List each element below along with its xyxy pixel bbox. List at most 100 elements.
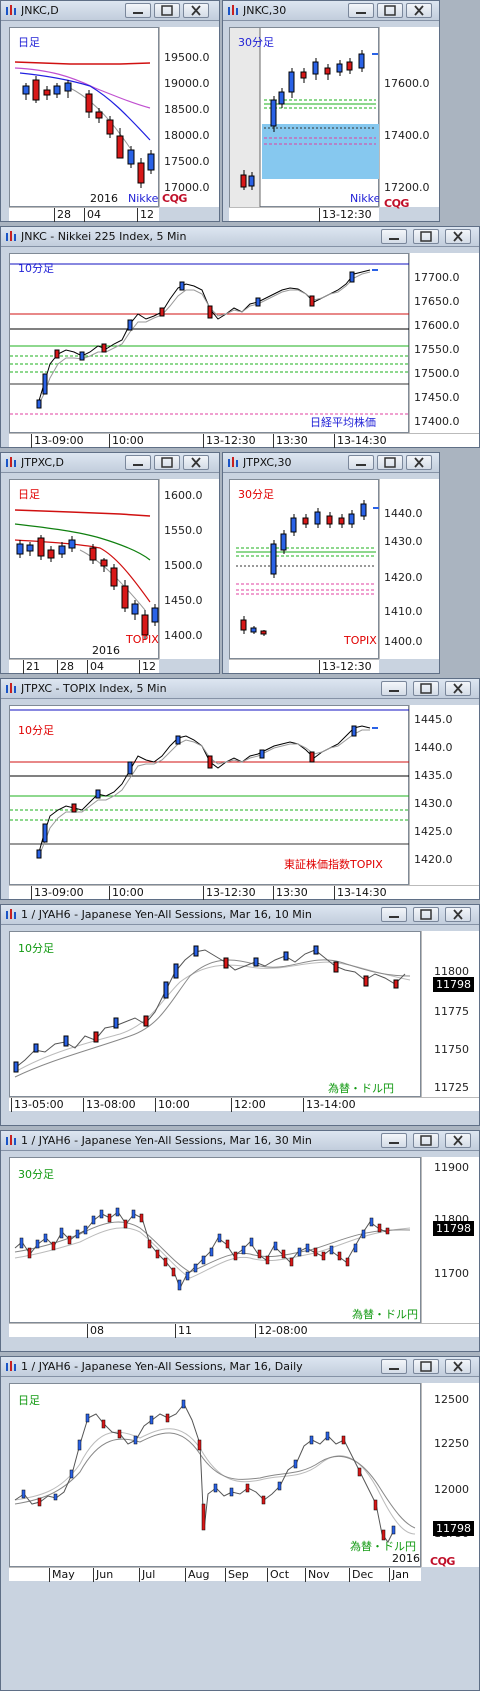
maximize-button[interactable] xyxy=(377,3,403,18)
title-bar[interactable]: JNKC,30 xyxy=(223,1,439,21)
price-tick: 19000.0 xyxy=(164,77,210,90)
title-bar[interactable]: JNKC,D xyxy=(1,1,219,21)
app-icon xyxy=(6,457,16,467)
price-axis[interactable]: 11800 11775 11750 11725 xyxy=(421,931,479,1097)
minimize-icon xyxy=(389,916,399,918)
jyah6-30min-window[interactable]: 1 / JYAH6 - Japanese Yen-All Sessions, M… xyxy=(0,1130,480,1352)
price-axis[interactable]: 1445.0 1440.0 1435.0 1430.0 1425.0 1420.… xyxy=(409,705,479,885)
time-tick: 13-14:30 xyxy=(337,434,387,447)
price-axis[interactable]: 17700.0 17650.0 17600.0 17550.0 17500.0 … xyxy=(409,253,479,433)
time-axis[interactable]: 13-12:30 xyxy=(229,659,379,674)
candles xyxy=(13,945,399,1073)
minimize-button[interactable] xyxy=(381,229,407,244)
time-axis[interactable]: 21 28 04 12 xyxy=(9,659,159,674)
window-title: JTPXC,D xyxy=(21,456,64,469)
title-bar[interactable]: 1 / JYAH6 - Japanese Yen-All Sessions, M… xyxy=(1,1131,479,1151)
price-axis[interactable]: 1440.0 1430.0 1420.0 1410.0 1400.0 xyxy=(379,479,439,659)
minimize-button[interactable] xyxy=(348,455,374,470)
timeframe-label: 10分足 xyxy=(18,724,54,737)
candles xyxy=(36,725,357,859)
time-tick: Dec xyxy=(352,1568,374,1581)
time-axis[interactable]: 13-09:00 10:00 13-12:30 13:30 13-14:30 xyxy=(9,885,479,900)
jyah6-daily-window[interactable]: 1 / JYAH6 - Japanese Yen-All Sessions, M… xyxy=(0,1356,480,1691)
minimize-button[interactable] xyxy=(381,681,407,696)
chart-plot[interactable]: 日足 為替・ドル円 2016 xyxy=(9,1383,421,1567)
maximize-icon xyxy=(384,5,396,16)
time-tick: May xyxy=(52,1568,75,1581)
title-bar[interactable]: JTPXC,D xyxy=(1,453,219,473)
price-tick: 11900 xyxy=(434,1161,469,1174)
chart-plot[interactable]: 日足 2016 Nikkei xyxy=(9,27,161,207)
close-button[interactable] xyxy=(445,229,471,244)
maximize-icon xyxy=(420,909,432,920)
chart-plot[interactable]: 日足 2016 TOPIX xyxy=(9,479,159,659)
title-bar[interactable]: JTPXC,30 xyxy=(223,453,439,473)
close-button[interactable] xyxy=(445,1359,471,1374)
close-button[interactable] xyxy=(183,3,209,18)
maximize-button[interactable] xyxy=(413,907,439,922)
close-button[interactable] xyxy=(406,3,432,18)
minimize-button[interactable] xyxy=(348,3,374,18)
close-button[interactable] xyxy=(406,455,432,470)
window-title: JTPXC,30 xyxy=(243,456,292,469)
title-bar[interactable]: JNKC - Nikkei 225 Index, 5 Min xyxy=(1,227,479,247)
time-tick: 10:00 xyxy=(112,886,144,899)
jtpxc-30min-window[interactable]: JTPXC,30 xyxy=(222,452,440,674)
time-axis[interactable]: 13-05:00 13-08:00 10:00 12:00 13-14:00 xyxy=(9,1097,479,1112)
time-axis[interactable]: May Jun Jul Aug Sep Oct Nov Dec Jan xyxy=(9,1567,421,1582)
close-button[interactable] xyxy=(445,1133,471,1148)
minimize-button[interactable] xyxy=(381,1133,407,1148)
price-axis[interactable]: 19500.0 19000.0 18500.0 18000.0 17500.0 … xyxy=(159,27,219,207)
maximize-button[interactable] xyxy=(154,3,180,18)
jnkc-5min-window[interactable]: JNKC - Nikkei 225 Index, 5 Min xyxy=(0,226,480,448)
maximize-button[interactable] xyxy=(413,1359,439,1374)
minimize-button[interactable] xyxy=(381,907,407,922)
maximize-button[interactable] xyxy=(154,455,180,470)
close-button[interactable] xyxy=(183,455,209,470)
jtpxc-5min-window[interactable]: JTPXC - TOPIX Index, 5 Min xyxy=(0,678,480,900)
maximize-button[interactable] xyxy=(377,455,403,470)
price-tick: 18500.0 xyxy=(164,103,210,116)
time-axis[interactable]: 28 04 12 xyxy=(9,207,159,222)
maximize-button[interactable] xyxy=(413,229,439,244)
time-axis[interactable]: 08 11 12-08:00 xyxy=(9,1323,479,1338)
maximize-button[interactable] xyxy=(413,681,439,696)
chart-plot[interactable]: 10分足 日経平均株価 xyxy=(9,253,410,433)
chart-plot[interactable]: 30分足 TOPIX xyxy=(229,479,379,659)
time-tick: 13-09:00 xyxy=(34,886,84,899)
price-axis[interactable]: 1600.0 1550.0 1500.0 1450.0 1400.0 xyxy=(159,479,219,659)
price-tick: 18000.0 xyxy=(164,129,210,142)
instrument-tag: Nikkei xyxy=(350,192,384,205)
price-tick: 19500.0 xyxy=(164,51,210,64)
minimize-icon xyxy=(389,1142,399,1144)
time-axis[interactable]: 13-09:00 10:00 13-12:30 13:30 13-14:30 xyxy=(9,433,479,448)
price-axis[interactable]: 17600.0 17400.0 17200.0 CQG xyxy=(379,27,439,210)
last-price-badge: 11798 xyxy=(433,977,474,992)
chart-plot[interactable]: 10分足 為替・ドル円 xyxy=(9,931,421,1097)
time-axis[interactable]: 13-12:30 xyxy=(229,207,379,222)
time-tick: Aug xyxy=(188,1568,210,1581)
price-axis[interactable]: 11900 11800 11700 xyxy=(421,1157,479,1323)
jyah6-10min-window[interactable]: 1 / JYAH6 - Japanese Yen-All Sessions, M… xyxy=(0,904,480,1126)
title-bar[interactable]: 1 / JYAH6 - Japanese Yen-All Sessions, M… xyxy=(1,1357,479,1377)
price-tick: 17550.0 xyxy=(414,343,460,356)
chart-plot[interactable]: 30分足 為替・ドル円 xyxy=(9,1157,421,1323)
title-bar[interactable]: JTPXC - TOPIX Index, 5 Min xyxy=(1,679,479,699)
chart-plot[interactable]: 10分足 東証株価指数TOPIX xyxy=(9,705,410,885)
jtpxc-daily-window[interactable]: JTPXC,D xyxy=(0,452,220,674)
close-icon xyxy=(191,5,201,16)
minimize-button[interactable] xyxy=(125,455,151,470)
minimize-button[interactable] xyxy=(381,1359,407,1374)
close-button[interactable] xyxy=(445,681,471,696)
minimize-button[interactable] xyxy=(125,3,151,18)
time-tick: 13-08:00 xyxy=(86,1098,136,1111)
maximize-button[interactable] xyxy=(413,1133,439,1148)
time-tick: 12 xyxy=(142,660,156,673)
price-axis[interactable]: 12500 12250 12000 11750 CQG xyxy=(421,1383,479,1568)
jnkc-30min-window[interactable]: JNKC,30 xyxy=(222,0,440,222)
chart-plot[interactable]: 30分足 Nikkei xyxy=(229,27,383,208)
close-button[interactable] xyxy=(445,907,471,922)
jnkc-daily-window[interactable]: JNKC,D 日足 2 xyxy=(0,0,220,222)
title-bar[interactable]: 1 / JYAH6 - Japanese Yen-All Sessions, M… xyxy=(1,905,479,925)
year-label: 2016 xyxy=(92,644,120,657)
